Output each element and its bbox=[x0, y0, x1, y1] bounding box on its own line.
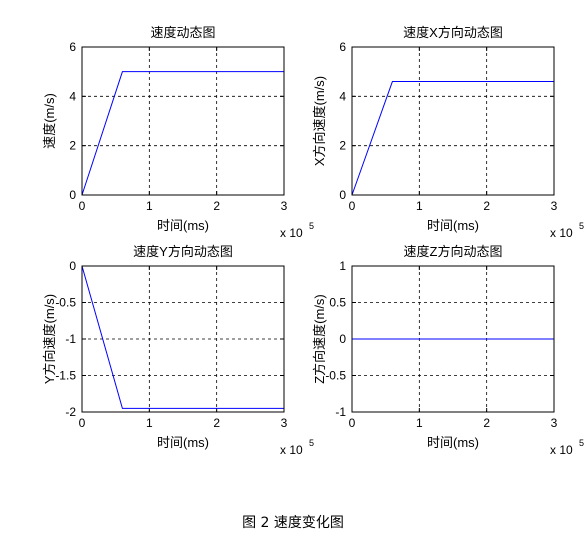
y-tick-label: 0 bbox=[339, 332, 346, 346]
plot-frame bbox=[351, 46, 555, 196]
x-tick-label: 2 bbox=[213, 416, 220, 430]
y-axis-label: Y方向速度(m/s) bbox=[42, 294, 57, 384]
x-exponent-label: x 10 bbox=[550, 226, 573, 240]
x-tick-label: 1 bbox=[146, 416, 153, 430]
series-line-1 bbox=[351, 81, 554, 196]
x-tick-label: 3 bbox=[551, 416, 558, 430]
x-exponent-power: 5 bbox=[309, 221, 314, 231]
x-tick-label: 0 bbox=[349, 416, 356, 430]
y-tick-label: 0 bbox=[69, 259, 76, 273]
figure-caption: 图 2 速度变化图 bbox=[242, 515, 344, 531]
x-axis-label: 时间(ms) bbox=[157, 435, 209, 450]
y-axis-label: Z方向速度(m/s) bbox=[312, 294, 327, 384]
x-tick-label: 1 bbox=[416, 416, 423, 430]
x-tick-label: 3 bbox=[281, 416, 288, 430]
y-tick-label: -0.5 bbox=[325, 369, 346, 383]
y-tick-label: 6 bbox=[339, 40, 346, 54]
y-tick-label: -1 bbox=[65, 332, 76, 346]
y-tick-label: 2 bbox=[339, 139, 346, 153]
chart-title: 速度Z方向动态图 bbox=[404, 244, 503, 259]
y-tick-label: 0.5 bbox=[329, 296, 346, 310]
y-tick-label: 4 bbox=[339, 89, 346, 103]
x-exponent-power: 5 bbox=[579, 221, 584, 231]
chart-title: 速度X方向动态图 bbox=[403, 25, 503, 40]
x-tick-label: 2 bbox=[213, 199, 220, 213]
x-tick-label: 1 bbox=[146, 199, 153, 213]
x-exponent-label: x 10 bbox=[550, 443, 573, 457]
y-axis-label: 速度(m/s) bbox=[42, 93, 57, 149]
y-tick-label: 4 bbox=[69, 89, 76, 103]
y-tick-label: -2 bbox=[65, 405, 76, 419]
y-tick-label: -1.5 bbox=[55, 369, 76, 383]
series-line-1 bbox=[81, 265, 284, 409]
y-tick-label: -1 bbox=[335, 405, 346, 419]
x-axis-label: 时间(ms) bbox=[157, 218, 209, 233]
x-tick-label: 2 bbox=[483, 199, 490, 213]
plot-frame bbox=[81, 46, 285, 196]
x-exponent-power: 5 bbox=[309, 438, 314, 448]
x-exponent-power: 5 bbox=[579, 438, 584, 448]
x-tick-label: 3 bbox=[551, 199, 558, 213]
chart-title: 速度Y方向动态图 bbox=[133, 244, 233, 259]
plot-frame bbox=[351, 265, 555, 413]
x-exponent-label: x 10 bbox=[280, 443, 303, 457]
plot-area bbox=[82, 47, 284, 195]
y-tick-label: 6 bbox=[69, 40, 76, 54]
x-exponent-label: x 10 bbox=[280, 226, 303, 240]
x-tick-label: 0 bbox=[349, 199, 356, 213]
y-tick-label: 1 bbox=[339, 259, 346, 273]
y-axis-label: X方向速度(m/s) bbox=[312, 76, 327, 166]
series-line-1 bbox=[81, 71, 284, 196]
plot-area bbox=[352, 47, 554, 195]
x-tick-label: 0 bbox=[79, 199, 86, 213]
x-axis-label: 时间(ms) bbox=[427, 435, 479, 450]
x-tick-label: 0 bbox=[79, 416, 86, 430]
y-tick-label: 0 bbox=[339, 188, 346, 202]
chart-title: 速度动态图 bbox=[150, 25, 215, 40]
x-tick-label: 2 bbox=[483, 416, 490, 430]
y-tick-label: 0 bbox=[69, 188, 76, 202]
x-tick-label: 1 bbox=[416, 199, 423, 213]
x-tick-label: 3 bbox=[281, 199, 288, 213]
x-axis-label: 时间(ms) bbox=[427, 218, 479, 233]
y-tick-label: 2 bbox=[69, 139, 76, 153]
y-tick-label: -0.5 bbox=[55, 296, 76, 310]
plot-frame bbox=[81, 265, 285, 413]
